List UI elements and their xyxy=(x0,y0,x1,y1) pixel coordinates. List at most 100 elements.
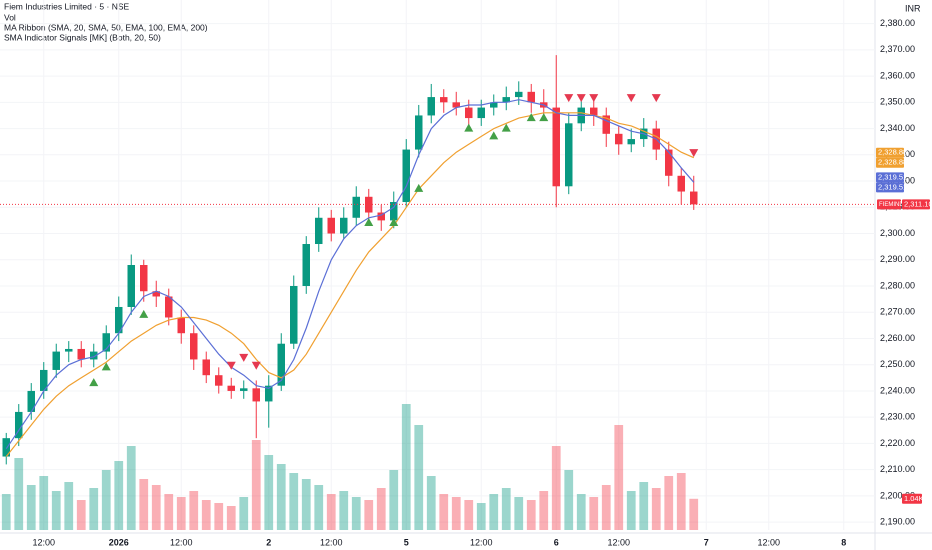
ma-price-label: 2,328.88 xyxy=(878,148,907,157)
candle-body xyxy=(377,212,385,221)
y-tick-label: 2,370.00 xyxy=(880,44,915,54)
volume-bar xyxy=(276,464,286,530)
x-tick-label: 5 xyxy=(404,537,409,547)
y-tick-label: 2,280.00 xyxy=(880,280,915,290)
sell-signal xyxy=(251,361,261,370)
y-tick-label: 2,220.00 xyxy=(880,438,915,448)
candle-body xyxy=(252,388,260,402)
volume-bar xyxy=(589,497,599,530)
candle-body xyxy=(265,385,273,402)
volume-bar xyxy=(301,479,311,530)
x-tick-label: 2026 xyxy=(109,537,129,547)
volume-bar xyxy=(564,470,574,530)
x-tick-label: 12:00 xyxy=(607,537,630,547)
candle-body xyxy=(52,351,60,370)
candle-body xyxy=(690,191,698,205)
x-tick-label: 12:00 xyxy=(32,537,55,547)
y-tick-label: 2,380.00 xyxy=(880,18,915,28)
volume-bar xyxy=(451,497,461,530)
buy-signal xyxy=(464,123,474,132)
candle-body xyxy=(527,91,535,103)
ma-price-label-box xyxy=(876,147,904,158)
candle-body xyxy=(602,115,610,134)
y-tick-label: 2,210.00 xyxy=(880,464,915,474)
x-tick-label: 8 xyxy=(841,537,846,547)
volume-bar xyxy=(376,488,386,530)
candle-body xyxy=(140,265,148,292)
candle-body xyxy=(352,196,360,218)
candle-body xyxy=(502,97,510,103)
volume-bar xyxy=(14,458,24,530)
y-tick-label: 2,350.00 xyxy=(880,97,915,107)
candle-body xyxy=(277,343,285,386)
volume-bar xyxy=(539,491,549,530)
candle-body xyxy=(490,102,498,108)
volume-bar xyxy=(189,491,199,530)
x-tick-label: 12:00 xyxy=(470,537,493,547)
volume-bar xyxy=(226,506,236,530)
candle-body xyxy=(190,333,198,360)
chart-title: Fiem Industries Limited · 5 · NSE xyxy=(4,1,130,11)
ma-price-label: 2,319.51 xyxy=(878,182,907,191)
moving-average-line xyxy=(5,112,695,457)
buy-signal xyxy=(101,362,111,371)
candle-body xyxy=(590,107,598,116)
indicator-label: SMA Indicator Signals [MK] (Both, 20, 50… xyxy=(4,32,161,42)
volume-label: 1.04K xyxy=(904,494,924,503)
volume-bar xyxy=(464,500,474,530)
y-tick-label: 2,360.00 xyxy=(880,70,915,80)
x-tick-label: 12:00 xyxy=(320,537,343,547)
symbol-tag-box xyxy=(877,199,901,210)
candle-body xyxy=(290,285,298,344)
y-tick-label: 2,190.00 xyxy=(880,517,915,527)
volume-bar xyxy=(614,425,624,530)
candle-body xyxy=(227,385,235,391)
candle-body xyxy=(427,97,435,116)
y-tick-label: 2,230.00 xyxy=(880,412,915,422)
volume-bar xyxy=(239,497,249,530)
x-tick-label: 7 xyxy=(704,537,709,547)
volume-bar xyxy=(426,476,436,530)
volume-bar xyxy=(576,494,586,530)
volume-bar xyxy=(664,476,674,530)
volume-bar xyxy=(364,500,374,530)
volume-bar xyxy=(114,461,124,530)
candle-body xyxy=(565,123,573,187)
volume-bar xyxy=(676,473,686,530)
buy-signal xyxy=(526,113,536,122)
volume-bar xyxy=(401,404,411,530)
volume-bar xyxy=(201,500,211,530)
volume-bar xyxy=(489,494,499,530)
candle-body xyxy=(615,133,623,145)
candle-body xyxy=(202,359,210,376)
volume-bar xyxy=(601,485,611,530)
volume-bar xyxy=(89,488,99,530)
candle-body xyxy=(102,333,110,352)
ma-price-label: 2,319.51 xyxy=(878,172,907,181)
candle-body xyxy=(465,107,473,119)
volume-bar xyxy=(314,485,324,530)
volume-bar xyxy=(651,488,661,530)
candle-body xyxy=(15,411,23,439)
y-tick-label: 2,200.00 xyxy=(880,490,915,500)
volume-bar xyxy=(264,455,274,530)
volume-bar xyxy=(51,491,61,530)
candle-body xyxy=(552,107,560,187)
candle-body xyxy=(340,217,348,234)
volume-bar xyxy=(689,498,699,530)
volume-bar xyxy=(476,503,486,530)
candle-body xyxy=(77,348,85,360)
candle-body xyxy=(515,91,523,98)
y-tick-label: 2,250.00 xyxy=(880,359,915,369)
currency: INR xyxy=(905,3,921,13)
volume-bar xyxy=(164,494,174,530)
candle-body xyxy=(665,149,673,176)
buy-signal xyxy=(89,378,99,387)
buy-signal xyxy=(139,309,149,318)
buy-signal xyxy=(501,123,511,132)
buy-signal xyxy=(389,218,399,227)
volume-bar xyxy=(76,500,86,530)
volume-bar xyxy=(551,446,561,530)
volume-bar xyxy=(326,494,336,530)
volume-bar xyxy=(339,491,349,530)
